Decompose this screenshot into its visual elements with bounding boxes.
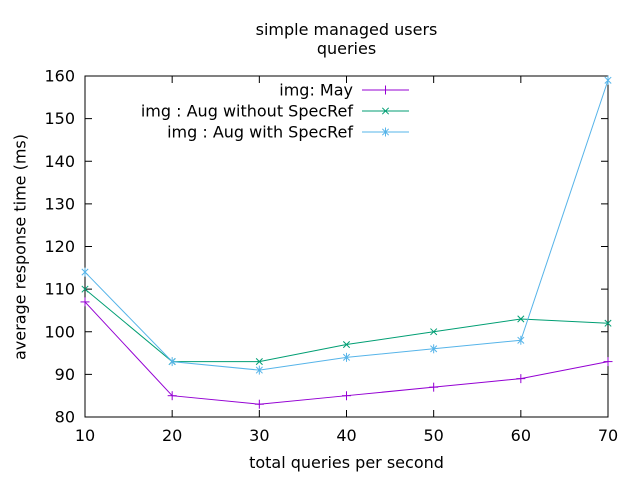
x-tick-label: 40 [336, 426, 356, 445]
y-tick-label: 160 [44, 67, 75, 86]
y-tick-label: 90 [55, 365, 75, 384]
series-marker-2 [604, 76, 612, 84]
series-marker-1 [604, 319, 612, 327]
legend-label-2: img : Aug with SpecRef [167, 123, 353, 142]
y-tick-label: 140 [44, 152, 75, 171]
y-tick-label: 100 [44, 322, 75, 341]
chart-title-line2: queries [316, 39, 377, 58]
series-marker-1 [342, 340, 351, 349]
legend-label-0: img: May [279, 81, 353, 100]
series-marker-2 [342, 353, 351, 361]
y-tick-label: 110 [44, 280, 75, 299]
x-axis-label: total queries per second [249, 453, 444, 472]
y-tick-label: 130 [44, 194, 75, 213]
chart-title-line1: simple managed users [255, 20, 438, 39]
x-tick-label: 60 [511, 426, 531, 445]
y-tick-label: 120 [44, 237, 75, 256]
series-marker-2 [255, 366, 263, 374]
x-tick-label: 70 [598, 426, 618, 445]
y-tick-label: 150 [44, 109, 75, 128]
series-marker-1 [255, 358, 263, 366]
x-tick-label: 30 [249, 426, 269, 445]
chart-title: simple managed users queries [85, 20, 608, 58]
series-line-1 [84, 288, 609, 363]
x-tick-label: 10 [75, 426, 95, 445]
series-marker-2 [81, 268, 89, 276]
series-marker-1 [430, 328, 438, 336]
legend-sample-marker-2 [381, 128, 390, 136]
series-marker-2 [517, 336, 525, 344]
legend-label-1: img : Aug without SpecRef [141, 102, 354, 121]
x-tick-label: 50 [423, 426, 443, 445]
y-tick-label: 80 [55, 408, 75, 427]
series-marker-1 [81, 285, 89, 293]
x-tick-label: 20 [162, 426, 182, 445]
series-marker-2 [430, 345, 438, 353]
series-marker-1 [517, 315, 525, 323]
series-marker-2 [168, 358, 176, 366]
legend-sample-marker-1 [381, 107, 390, 115]
